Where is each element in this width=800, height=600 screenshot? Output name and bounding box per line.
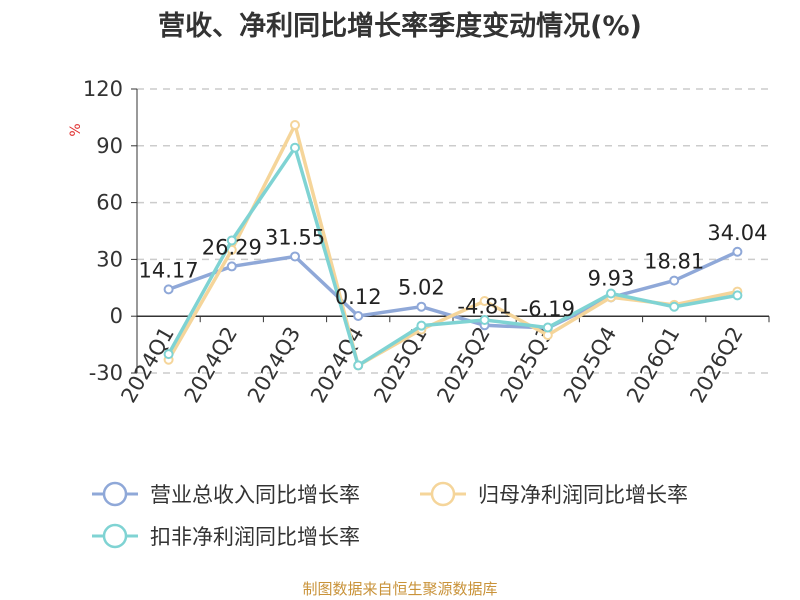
data-label: 14.17 xyxy=(139,258,199,282)
legend-label: 营业总收入同比增长率 xyxy=(150,483,360,507)
chart-title: 营收、净利同比增长率季度变动情况(%) xyxy=(158,11,642,42)
data-point xyxy=(416,320,427,331)
x-tick-label: 2025Q2 xyxy=(432,323,494,407)
data-label: -6.19 xyxy=(521,297,575,321)
data-point xyxy=(479,314,490,325)
y-tick-label: 0 xyxy=(110,304,123,328)
data-point xyxy=(606,288,616,299)
data-point xyxy=(290,142,300,153)
x-tick-label: 2025Q4 xyxy=(559,323,621,407)
data-label: 9.93 xyxy=(588,266,635,290)
data-label: -4.81 xyxy=(457,294,511,318)
legend-marker xyxy=(102,481,128,507)
grid-lines xyxy=(137,88,769,374)
series-line-2 xyxy=(167,145,738,368)
y-tick-label: 120 xyxy=(83,77,123,101)
data-label: 18.81 xyxy=(644,250,704,274)
source-note: 制图数据来自恒生聚源数据库 xyxy=(302,580,498,598)
x-tick-label: 2024Q2 xyxy=(180,323,242,407)
data-point xyxy=(226,235,237,246)
x-tick-label: 2024Q1 xyxy=(116,323,178,407)
y-tick-label: 30 xyxy=(96,247,123,271)
data-point xyxy=(226,261,237,272)
data-point xyxy=(669,275,680,286)
legend-marker xyxy=(102,523,128,549)
data-label: 34.04 xyxy=(707,221,767,245)
data-point xyxy=(163,284,174,295)
data-label: 0.12 xyxy=(335,285,382,309)
data-point xyxy=(732,290,743,301)
x-tick-label: 2026Q1 xyxy=(622,323,684,407)
data-point xyxy=(542,322,553,333)
y-tick-label: 60 xyxy=(96,191,123,215)
x-tick-label: 2026Q2 xyxy=(685,323,747,407)
data-point xyxy=(353,310,364,321)
data-point xyxy=(290,251,300,262)
data-point xyxy=(163,349,174,360)
y-unit-label: % xyxy=(68,123,84,136)
x-tick-label: 2025Q1 xyxy=(369,323,431,407)
data-point xyxy=(732,246,743,257)
legend-label: 归母净利润同比增长率 xyxy=(478,483,688,507)
y-tick-label: -30 xyxy=(89,361,123,385)
data-point xyxy=(353,360,364,371)
x-tick-label: 2024Q3 xyxy=(243,323,305,407)
legend-label: 扣非净利润同比增长率 xyxy=(150,525,360,549)
series-lines xyxy=(163,119,743,371)
data-point xyxy=(479,296,490,307)
data-label: 26.29 xyxy=(202,235,262,259)
data-label: 31.55 xyxy=(265,225,325,249)
data-point xyxy=(290,119,300,130)
legend-marker xyxy=(430,481,456,507)
data-point xyxy=(669,301,680,312)
data-point xyxy=(416,301,427,312)
data-label: 5.02 xyxy=(398,276,445,300)
y-tick-label: 90 xyxy=(96,134,123,158)
